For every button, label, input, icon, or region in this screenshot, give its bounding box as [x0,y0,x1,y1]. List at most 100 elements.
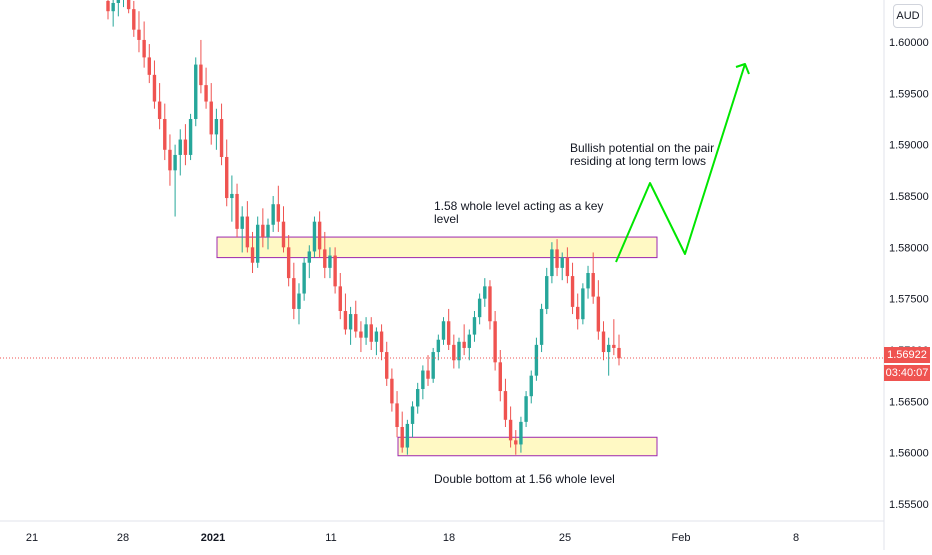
candle-body [106,0,110,12]
candle-body [168,149,172,171]
candle [122,0,124,8]
candle-body [137,29,141,40]
time-tick-label: 28 [117,532,129,544]
candle [560,252,564,281]
candle-body [369,324,373,342]
candle [519,416,523,453]
candle [281,206,286,253]
candle [297,283,301,325]
projection-arrow [615,63,750,263]
candle [529,370,533,404]
candle [132,0,136,37]
candle [421,365,425,400]
candle-body [405,423,410,448]
candle [317,211,322,258]
candle-body [539,308,544,345]
candle-body [255,224,260,263]
candle-body [452,344,456,361]
candle-body [560,257,564,268]
candle [539,303,544,353]
time-tick-label: 21 [26,532,38,544]
candle [415,382,420,414]
candle [255,216,260,268]
candle [493,310,497,371]
candle-body [467,334,472,348]
candle-body [194,64,198,119]
candle [225,139,229,207]
candle-body [390,378,394,404]
candle [194,57,198,127]
candle-body [209,101,213,135]
candle [354,300,358,338]
candle [545,267,549,315]
candle-body [338,286,342,311]
double-bottom-note[interactable]: Double bottom at 1.56 whole level [434,472,615,486]
candle [209,83,213,145]
candle-body [545,276,549,309]
candle [426,355,430,386]
candle-body [183,139,188,155]
resistance-zone[interactable] [216,236,658,259]
candle-body [565,257,570,277]
candle [333,247,337,294]
candle-body [400,427,404,448]
candle-body [483,286,487,299]
price-tick-label: 1.59000 [889,140,929,152]
candle [441,317,446,345]
candle [142,21,146,68]
candle [483,278,487,307]
candle-body [457,341,461,361]
candle [591,252,595,304]
price-axis[interactable]: 1.60000 1.59500 1.59000 1.58500 1.58000 1.575… [889,37,929,511]
candle-body [550,249,554,277]
candle-body [307,251,312,263]
candle [379,324,384,361]
candle-body [503,391,508,420]
candle-body [426,370,430,379]
candle [498,350,502,402]
bullish-note[interactable]: Bullish potential on the pair residing a… [570,141,715,168]
key-level-note[interactable]: 1.58 whole level acting as a key level [434,199,604,226]
candle-body [111,2,115,12]
candle-body [436,339,441,353]
candle [369,317,373,350]
projection-path [615,63,746,263]
candle-body [286,247,291,279]
candle-body [359,331,363,338]
price-tick-label: 1.58500 [889,191,929,203]
price-tick-label: 1.57500 [889,294,929,306]
candle [183,124,188,166]
support-zone[interactable] [397,436,658,457]
candle-body [199,64,203,86]
countdown-label: 03:40:07 [884,365,930,381]
candle-body [581,288,585,320]
candle [452,334,456,369]
price-tick-label: 1.55500 [889,499,929,511]
candle [606,337,611,376]
currency-button[interactable]: AUD [893,4,923,28]
candle [173,144,177,217]
candle [323,231,327,279]
candle [612,319,616,356]
candle-body [421,370,425,390]
candle [266,218,270,250]
candle [230,175,234,222]
candle [400,411,404,453]
candle-body [617,347,621,359]
time-tick-label: 18 [443,532,455,544]
price-tick-label: 1.58000 [889,242,929,254]
candle [405,419,410,455]
time-tick-label: 8 [793,532,799,544]
candle [395,391,399,438]
candle [307,245,312,279]
candle [178,129,182,176]
price-tick-label: 1.59500 [889,88,929,100]
time-tick-label: Feb [672,532,691,544]
candle-body [529,375,533,397]
time-axis[interactable]: 21 28 2021 11 18 25 Feb 8 [26,532,799,544]
candle [188,113,193,161]
candle [126,0,131,14]
current-price-label: 1.56922 [884,347,930,363]
